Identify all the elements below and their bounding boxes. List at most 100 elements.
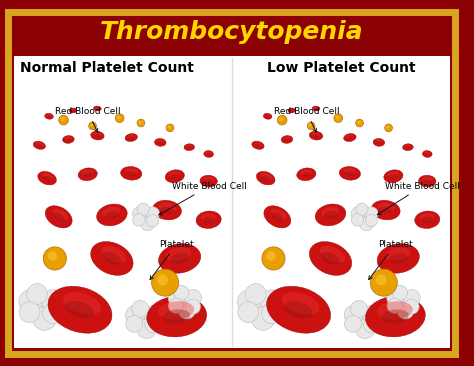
Ellipse shape <box>284 301 313 318</box>
Circle shape <box>356 119 364 127</box>
Ellipse shape <box>389 253 408 264</box>
Circle shape <box>365 214 377 227</box>
Circle shape <box>137 320 156 339</box>
Ellipse shape <box>315 204 346 226</box>
Ellipse shape <box>52 209 68 220</box>
Circle shape <box>370 269 397 296</box>
Ellipse shape <box>339 167 361 180</box>
Circle shape <box>27 293 55 321</box>
Ellipse shape <box>33 141 46 149</box>
Ellipse shape <box>125 168 138 174</box>
Bar <box>14 56 449 348</box>
Ellipse shape <box>165 170 184 183</box>
Ellipse shape <box>283 137 291 140</box>
Ellipse shape <box>128 136 134 139</box>
Ellipse shape <box>63 292 101 315</box>
Ellipse shape <box>187 146 191 148</box>
Ellipse shape <box>321 207 339 217</box>
Circle shape <box>309 124 312 127</box>
Ellipse shape <box>93 132 101 136</box>
Circle shape <box>266 251 276 261</box>
Circle shape <box>351 214 364 226</box>
Ellipse shape <box>387 171 399 178</box>
Ellipse shape <box>376 141 382 144</box>
Ellipse shape <box>377 301 413 320</box>
Ellipse shape <box>45 206 72 228</box>
Ellipse shape <box>324 211 337 219</box>
Ellipse shape <box>158 244 201 273</box>
Ellipse shape <box>83 172 92 176</box>
Ellipse shape <box>127 171 136 176</box>
Ellipse shape <box>91 131 104 140</box>
Circle shape <box>345 315 361 332</box>
Circle shape <box>356 320 375 339</box>
Circle shape <box>359 217 373 231</box>
Circle shape <box>133 214 145 226</box>
Circle shape <box>41 290 65 313</box>
Circle shape <box>344 306 364 325</box>
Circle shape <box>174 292 194 312</box>
Ellipse shape <box>91 242 133 275</box>
Circle shape <box>184 290 201 307</box>
Ellipse shape <box>264 113 272 119</box>
Ellipse shape <box>415 211 440 228</box>
Circle shape <box>33 307 56 330</box>
Ellipse shape <box>200 175 218 187</box>
Ellipse shape <box>155 138 166 146</box>
Ellipse shape <box>125 134 137 142</box>
Ellipse shape <box>266 115 270 117</box>
Circle shape <box>115 114 124 123</box>
Ellipse shape <box>46 114 52 117</box>
Ellipse shape <box>157 139 164 143</box>
Ellipse shape <box>290 109 293 111</box>
Text: White Blood Cell: White Blood Cell <box>159 182 247 215</box>
Ellipse shape <box>78 168 97 181</box>
Ellipse shape <box>94 134 100 137</box>
Circle shape <box>375 274 386 285</box>
Ellipse shape <box>102 207 120 217</box>
Ellipse shape <box>186 145 192 148</box>
Ellipse shape <box>422 217 433 223</box>
Ellipse shape <box>163 309 190 324</box>
Ellipse shape <box>161 207 173 214</box>
Ellipse shape <box>419 175 436 187</box>
Ellipse shape <box>282 292 319 315</box>
Ellipse shape <box>262 176 270 181</box>
Ellipse shape <box>272 213 283 221</box>
Ellipse shape <box>166 247 191 261</box>
Ellipse shape <box>302 172 310 176</box>
Text: White Blood Cell: White Blood Cell <box>377 182 460 215</box>
Ellipse shape <box>184 144 195 150</box>
Circle shape <box>237 290 261 313</box>
Ellipse shape <box>42 173 53 180</box>
Ellipse shape <box>264 206 291 228</box>
Ellipse shape <box>43 176 51 181</box>
Circle shape <box>59 115 68 125</box>
Circle shape <box>61 117 64 121</box>
Text: Red Blood Cell: Red Blood Cell <box>55 107 120 132</box>
Ellipse shape <box>345 171 355 176</box>
Circle shape <box>137 203 149 216</box>
Text: Thrombocytopenia: Thrombocytopenia <box>100 20 364 44</box>
Ellipse shape <box>346 135 354 138</box>
Ellipse shape <box>321 252 340 265</box>
Ellipse shape <box>312 106 320 111</box>
Circle shape <box>385 124 392 132</box>
Circle shape <box>307 122 315 130</box>
Ellipse shape <box>196 211 221 228</box>
Circle shape <box>137 209 154 225</box>
Circle shape <box>27 284 47 305</box>
Ellipse shape <box>375 139 383 143</box>
Ellipse shape <box>347 136 353 139</box>
Ellipse shape <box>201 213 216 221</box>
Ellipse shape <box>63 135 74 143</box>
Ellipse shape <box>53 213 64 221</box>
Circle shape <box>168 298 183 313</box>
Ellipse shape <box>101 246 127 263</box>
Circle shape <box>387 290 404 307</box>
Ellipse shape <box>256 171 275 185</box>
Circle shape <box>350 300 367 317</box>
Ellipse shape <box>422 150 432 157</box>
Circle shape <box>146 214 159 227</box>
Ellipse shape <box>389 174 398 179</box>
